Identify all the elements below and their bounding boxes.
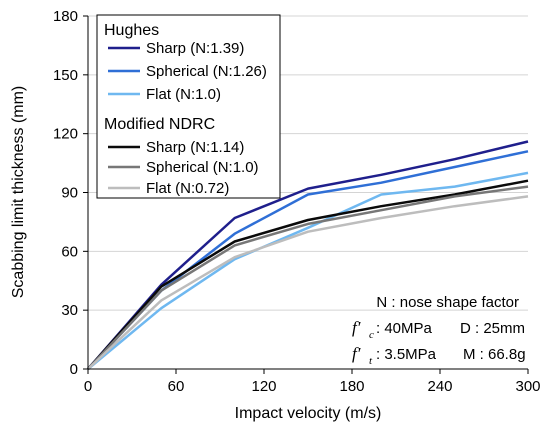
y-tick-label-180: 180 — [53, 8, 78, 25]
x-axis-title: Impact velocity (m/s) — [235, 405, 382, 422]
annotation-nose-shape-factor: N : nose shape factor — [376, 294, 519, 311]
legend-label-2: Flat (N:1.0) — [146, 86, 221, 103]
x-tick-label-120: 120 — [251, 378, 276, 395]
series-layer — [87, 140, 529, 370]
annotation-d-value: D : 25mm — [460, 320, 525, 337]
legend-label-5: Flat (N:0.72) — [146, 180, 229, 197]
legend-group-title-hughes: Hughes — [104, 22, 159, 39]
y-tick-label-60: 60 — [61, 243, 78, 260]
tick-labels: 0 30 60 90 120 150 180 0 60 120 180 240 300 — [53, 8, 541, 395]
y-tick-label-0: 0 — [70, 361, 78, 378]
annotation-fc-sub: c — [369, 329, 374, 341]
y-axis-title: Scabbing limit thickness (mm) — [10, 86, 27, 299]
annotation-m-value: M : 66.8g — [463, 346, 526, 363]
annotation-ft-sub: t — [369, 355, 373, 367]
x-tick-label-0: 0 — [84, 378, 92, 395]
legend-label-3: Sharp (N:1.14) — [146, 139, 244, 156]
x-tick-label-240: 240 — [427, 378, 452, 395]
legend-label-0: Sharp (N:1.39) — [146, 40, 244, 57]
series-line-5 — [87, 195, 529, 370]
axes — [83, 15, 529, 374]
legend-label-1: Spherical (N:1.26) — [146, 63, 267, 80]
series-line-2 — [87, 171, 529, 370]
legend: Hughes Modified NDRC Sharp (N:1.39) Spher… — [96, 14, 281, 199]
x-tick-label-180: 180 — [339, 378, 364, 395]
series-line-4 — [87, 185, 529, 370]
y-tick-label-30: 30 — [61, 302, 78, 319]
x-tick-label-300: 300 — [515, 378, 540, 395]
annotation-ft-symbol: f′ — [352, 344, 361, 363]
legend-label-4: Spherical (N:1.0) — [146, 159, 259, 176]
legend-group-title-ndrc: Modified NDRC — [104, 116, 215, 133]
annotation-fc-value: : 40MPa — [376, 320, 433, 337]
series-line-0 — [87, 140, 529, 370]
legend-entries: Sharp (N:1.39) Spherical (N:1.26) Flat (N:… — [108, 40, 267, 197]
annotation-ft-value: : 3.5MPa — [376, 346, 437, 363]
x-tick-label-60: 60 — [168, 378, 185, 395]
y-tick-label-90: 90 — [61, 185, 78, 202]
annotations: N : nose shape factor f′ c : 40MPa D : 2… — [352, 294, 526, 367]
y-tick-label-120: 120 — [53, 126, 78, 143]
annotation-fc-symbol: f′ — [352, 318, 361, 337]
y-tick-label-150: 150 — [53, 67, 78, 84]
series-line-3 — [87, 179, 529, 370]
